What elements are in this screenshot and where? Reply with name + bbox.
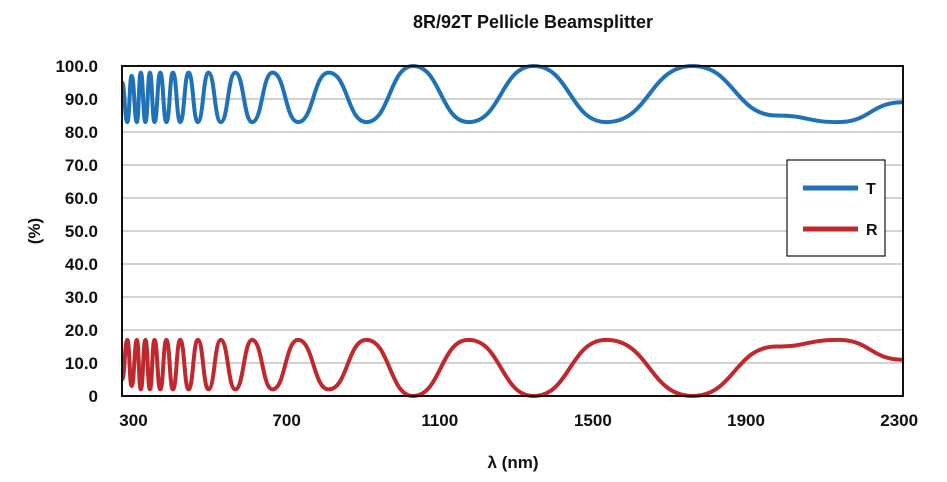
y-tick-label: 0 [89, 387, 98, 406]
grid-lines [122, 98, 903, 364]
x-tick-label: 700 [272, 411, 300, 430]
y-tick-label: 60.0 [65, 189, 98, 208]
y-axis-label: (%) [25, 218, 44, 244]
y-tick-label: 70.0 [65, 156, 98, 175]
x-axis-ticks: 300 700 1100 1500 1900 2300 [119, 411, 918, 430]
y-tick-label: 80.0 [65, 123, 98, 142]
y-tick-label: 50.0 [65, 222, 98, 241]
y-tick-label: 40.0 [65, 255, 98, 274]
series-line-r [120, 337, 904, 398]
plot-frame [121, 65, 904, 397]
x-tick-label: 1900 [727, 411, 765, 430]
y-tick-label: 90.0 [65, 90, 98, 109]
x-tick-label: 1500 [574, 411, 612, 430]
x-tick-label: 1100 [421, 411, 458, 430]
chart-title: 8R/92T Pellicle Beamsplitter [413, 12, 653, 32]
x-tick-label: 300 [119, 411, 147, 430]
y-tick-label: 100.0 [55, 57, 98, 76]
x-axis-label: λ (nm) [488, 453, 539, 472]
series-lines [120, 64, 904, 398]
x-tick-label: 2300 [880, 411, 918, 430]
y-tick-label: 10.0 [65, 354, 98, 373]
y-tick-label: 30.0 [65, 288, 98, 307]
series-line-t [120, 64, 904, 125]
y-axis-ticks: 0 10.0 20.0 30.0 40.0 50.0 60.0 70.0 80.0 90.0 100… [55, 57, 98, 406]
legend-box [786, 159, 886, 257]
y-tick-label: 20.0 [65, 321, 98, 340]
legend-label-t: T [866, 181, 876, 198]
legend-label-r: R [866, 222, 878, 239]
legend: T R [786, 159, 886, 257]
